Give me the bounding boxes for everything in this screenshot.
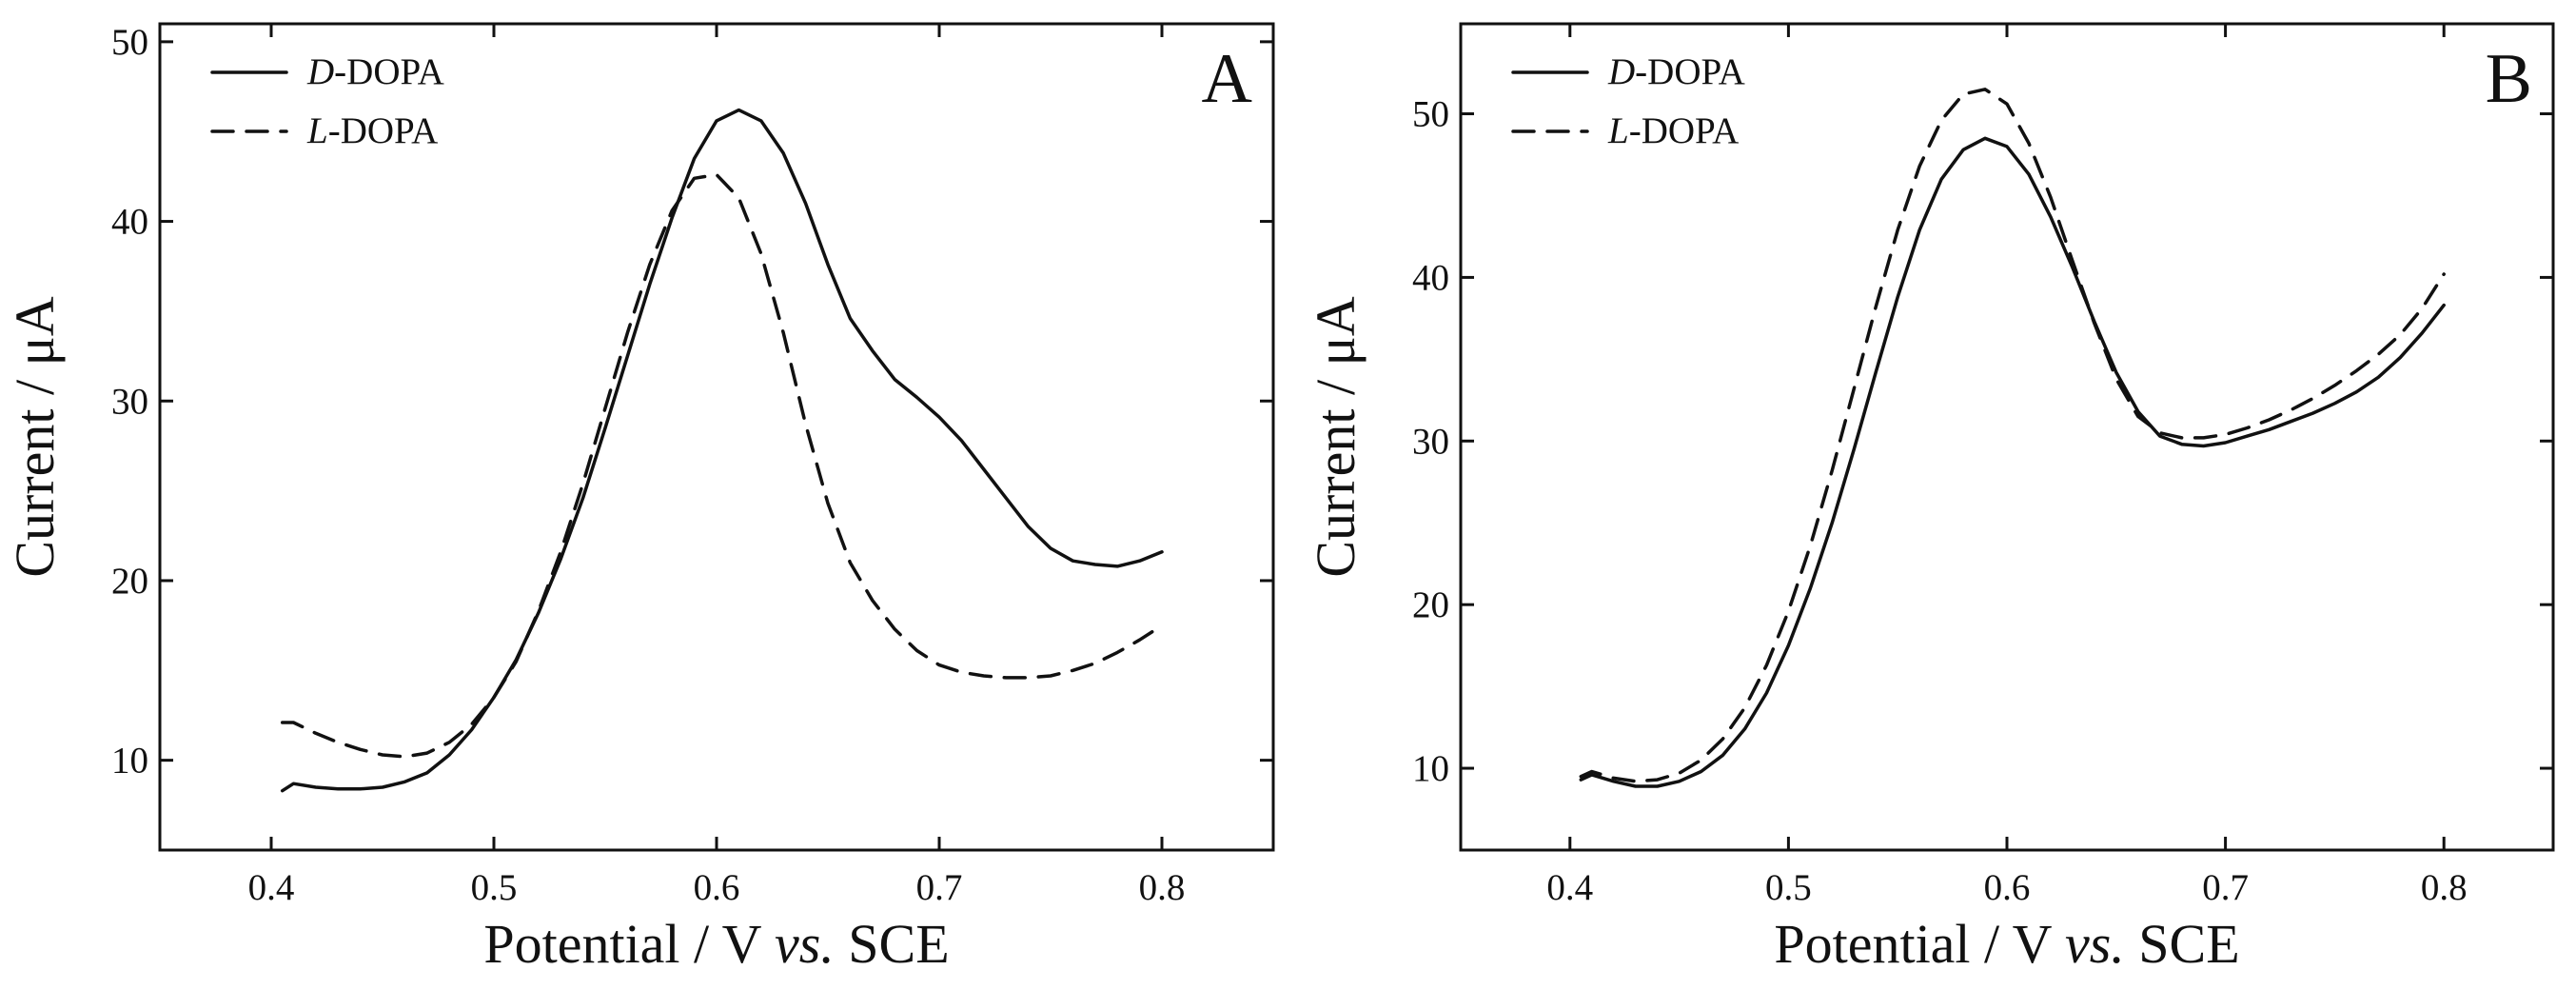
legend: D-DOPA L-DOPA bbox=[210, 51, 444, 151]
y-tick-label: 30 bbox=[1412, 421, 1449, 462]
x-axis-label: Potential / V vs. SCE bbox=[483, 913, 949, 975]
x-tick-label: 0.5 bbox=[1765, 867, 1812, 908]
y-tick-label: 40 bbox=[111, 202, 148, 243]
x-axis-label-italic: vs. bbox=[775, 913, 835, 975]
axis-tick-labels: 0.4 0.5 0.6 0.7 0.8 10 20 30 40 50 bbox=[1412, 94, 2468, 908]
x-axis-label-italic: vs. bbox=[2065, 913, 2125, 975]
y-tick-label: 20 bbox=[1412, 584, 1449, 625]
y-tick-label: 30 bbox=[111, 381, 148, 422]
chart-panel-b: 0.4 0.5 0.6 0.7 0.8 10 20 30 40 50 D-DOPA L-DOPA B… bbox=[1305, 22, 2555, 975]
panel-letter: B bbox=[2486, 40, 2532, 118]
series-line-d-dopa bbox=[1579, 136, 2446, 788]
y-tick-label: 10 bbox=[1412, 748, 1449, 789]
x-axis-label-prefix: Potential / V bbox=[483, 913, 775, 975]
y-axis-label: Current / μA bbox=[1305, 296, 1367, 577]
x-axis-label-suffix: SCE bbox=[835, 913, 950, 975]
y-tick-label: 10 bbox=[111, 741, 148, 782]
legend-entry: L-DOPA bbox=[306, 110, 438, 151]
x-tick-label: 0.5 bbox=[471, 867, 518, 908]
series-lines bbox=[1579, 88, 2446, 788]
x-axis-label: Potential / V vs. SCE bbox=[1774, 913, 2239, 975]
x-tick-label: 0.7 bbox=[916, 867, 963, 908]
series-lines bbox=[280, 108, 1164, 793]
panel-letter: A bbox=[1202, 40, 1252, 118]
series-line-l-dopa bbox=[280, 172, 1164, 759]
x-tick-label: 0.8 bbox=[1139, 867, 1186, 908]
y-tick-label: 50 bbox=[111, 22, 148, 63]
x-tick-label: 0.6 bbox=[1984, 867, 2031, 908]
x-tick-label: 0.8 bbox=[2421, 867, 2468, 908]
x-tick-label: 0.7 bbox=[2202, 867, 2249, 908]
axis-ticks bbox=[1461, 24, 2553, 850]
legend-entry: L-DOPA bbox=[1607, 110, 1739, 151]
y-axis-label: Current / μA bbox=[4, 296, 66, 577]
legend: D-DOPA L-DOPA bbox=[1511, 51, 1745, 151]
legend-entry: D-DOPA bbox=[306, 51, 444, 92]
y-tick-label: 50 bbox=[1412, 94, 1449, 135]
series-line-d-dopa bbox=[280, 108, 1164, 793]
chart-panel-a: 0.4 0.5 0.6 0.7 0.8 10 20 30 40 50 D-DOPA L-DOPA A… bbox=[4, 22, 1275, 975]
x-axis-label-suffix: SCE bbox=[2125, 913, 2240, 975]
legend-entry: D-DOPA bbox=[1607, 51, 1745, 92]
y-tick-label: 40 bbox=[1412, 257, 1449, 298]
x-tick-label: 0.4 bbox=[1546, 867, 1593, 908]
series-line-l-dopa bbox=[1579, 88, 2446, 783]
x-tick-label: 0.6 bbox=[694, 867, 740, 908]
y-tick-label: 20 bbox=[111, 561, 148, 602]
axis-ticks bbox=[160, 24, 1273, 850]
x-tick-label: 0.4 bbox=[248, 867, 295, 908]
x-axis-label-prefix: Potential / V bbox=[1774, 913, 2065, 975]
axis-tick-labels: 0.4 0.5 0.6 0.7 0.8 10 20 30 40 50 bbox=[111, 22, 1185, 908]
